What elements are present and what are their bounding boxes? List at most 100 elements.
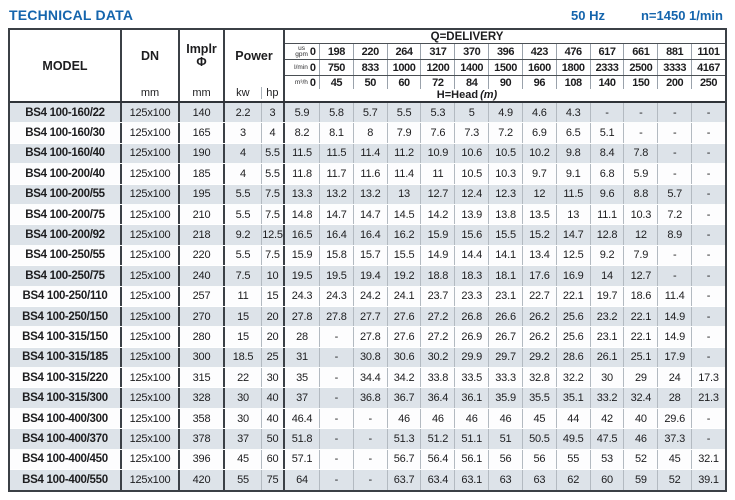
head-cell: 7.9 xyxy=(388,123,422,143)
flow-value: 4167 xyxy=(697,61,720,74)
head-cell: 32.1 xyxy=(698,453,719,466)
hp-cell: 4 xyxy=(262,123,285,143)
head-cell: 29.6 xyxy=(658,408,693,429)
table-row: BS4 100-400/370 125x100 378 37 50 51.8- -51.3 5… xyxy=(10,429,725,450)
hp-cell: 3 xyxy=(262,103,285,123)
table-row: BS4 100-250/55 125x100 220 5.5 7.5 15.9 15.8 15… xyxy=(10,245,725,267)
head-cell: 23.7 xyxy=(421,286,456,306)
head-cell: 35.9 xyxy=(489,388,523,408)
impeller-cell: 220 xyxy=(180,245,225,266)
head-cell: 12.8 xyxy=(591,225,625,245)
head-cell: 56.7 xyxy=(388,449,422,470)
head-cell: - xyxy=(320,327,354,347)
head-cell: 13.2 xyxy=(320,184,354,204)
head-cell: 5.1 xyxy=(591,123,625,143)
head-cell: 37.3 xyxy=(658,429,693,449)
head-cell: 13.5 xyxy=(523,204,557,225)
model-cell: BS4 100-160/30 xyxy=(10,123,122,143)
head-cell: 60 xyxy=(591,470,625,491)
flow-row-m3-h: m³/h 0 45 50 60 72 84 90 96 108 140 150 200 250 xyxy=(285,76,725,89)
head-cell: 17.6 xyxy=(523,266,557,286)
head-cell: 13.2 xyxy=(354,184,388,204)
head-cell: 13.8 xyxy=(489,204,523,225)
hp-cell: 25 xyxy=(262,347,285,368)
head-cell: 11 xyxy=(421,164,456,184)
flow-value: 60 xyxy=(388,76,422,89)
hp-cell: 12.5 xyxy=(262,225,285,245)
head-cell: - xyxy=(706,229,711,242)
head-cell: - xyxy=(706,330,711,343)
flow-value: 1500 xyxy=(489,60,523,75)
head-cell: - xyxy=(354,429,388,449)
head-cell: 17.9 xyxy=(658,347,693,368)
impeller-cell: 210 xyxy=(180,204,225,225)
head-cell: 15.9 xyxy=(285,245,320,266)
head-cell: - xyxy=(706,351,711,364)
head-cell: 12.7 xyxy=(624,266,659,286)
impeller-cell: 420 xyxy=(180,470,225,491)
head-cell: 28 xyxy=(285,327,320,347)
head-cell: 35.5 xyxy=(523,388,557,408)
head-cell: - xyxy=(658,143,693,164)
head-cell: 9.6 xyxy=(591,184,625,204)
head-cell: 18.6 xyxy=(624,286,659,306)
dn-cell: 125x100 xyxy=(122,123,180,143)
head-cell: 23.1 xyxy=(489,286,523,306)
head-cell: 18.1 xyxy=(489,266,523,286)
head-cell: - xyxy=(320,449,354,470)
head-cell: 10.6 xyxy=(455,143,490,164)
table-row: BS4 100-160/40 125x100 190 4 5.5 11.5 11.5 11.4… xyxy=(10,143,725,165)
impeller-cell: 280 xyxy=(180,327,225,347)
head-cell: 7.8 xyxy=(624,143,659,164)
head-cell: 26.2 xyxy=(523,306,557,327)
impeller-cell: 270 xyxy=(180,306,225,327)
delivery-label: Q=DELIVERY xyxy=(430,30,504,43)
speed-label: n=1450 1/min xyxy=(640,8,723,23)
head-cell: 50.5 xyxy=(523,429,557,449)
flow-rows: us gpm 0 198 220 264 317 370 396 423 476 617 661 881 1… xyxy=(285,44,725,89)
head-cell: 15.7 xyxy=(354,245,388,266)
head-cell: 27.6 xyxy=(388,327,422,347)
head-cell: 13.4 xyxy=(523,245,557,266)
table-row: BS4 100-315/150 125x100 280 15 20 28-27.8 27.6… xyxy=(10,327,725,348)
kw-cell: 4 xyxy=(225,164,262,184)
head-cell: 27.8 xyxy=(354,327,388,347)
table-row: BS4 100-250/75 125x100 240 7.5 10 19.5 19.5 19.… xyxy=(10,266,725,287)
head-cell: 33.8 xyxy=(421,368,456,388)
head-cell: 5.8 xyxy=(320,103,354,123)
top-bar: TECHNICAL DATA 50 Hz n=1450 1/min xyxy=(0,0,735,28)
model-cell: BS4 100-250/55 xyxy=(10,245,122,266)
model-cell: BS4 100-315/185 xyxy=(10,347,122,368)
head-cell: 5.9 xyxy=(624,164,659,184)
head-cell: 19.2 xyxy=(388,266,422,286)
head-cell: 25.6 xyxy=(557,306,591,327)
head-cell: 6.8 xyxy=(591,164,625,184)
head-cell: 16.5 xyxy=(285,225,320,245)
head-cell: 42 xyxy=(591,408,625,429)
head-cell: 24.3 xyxy=(320,286,354,306)
head-cell: 27.8 xyxy=(285,306,320,327)
model-cell: BS4 100-200/92 xyxy=(10,225,122,245)
head-cell: 27.8 xyxy=(320,306,354,327)
head-cell: 11.4 xyxy=(658,286,693,306)
head-cell: 34.2 xyxy=(388,368,422,388)
flow-value: 2333 xyxy=(591,60,625,75)
flow-unit-label: m³/h xyxy=(295,79,308,86)
kw-cell: 5.5 xyxy=(225,184,262,204)
head-cell: - xyxy=(320,388,354,408)
table-row: BS4 100-200/55 125x100 195 5.5 7.5 13.3 13.2 13… xyxy=(10,184,725,205)
head-cell: 39.1 xyxy=(698,474,719,487)
table-header: MODEL DN mm Implr Φ mm Power kw hp Q=DEL… xyxy=(10,30,725,103)
head-cell: 14.7 xyxy=(354,204,388,225)
head-cell: 5.5 xyxy=(388,103,422,123)
head-cell: 10.3 xyxy=(624,204,659,225)
head-cell: 45 xyxy=(658,449,693,470)
head-cell: 8.2 xyxy=(285,123,320,143)
head-label: H=Head xyxy=(436,89,479,101)
hp-cell: 40 xyxy=(262,388,285,408)
head-cell: 16.9 xyxy=(557,266,591,286)
head-cell: 24 xyxy=(658,368,693,388)
head-cell: 8.8 xyxy=(624,184,659,204)
table-row: BS4 100-400/450 125x100 396 45 60 57.1- -56.7 5… xyxy=(10,449,725,471)
page-title: TECHNICAL DATA xyxy=(9,7,134,23)
